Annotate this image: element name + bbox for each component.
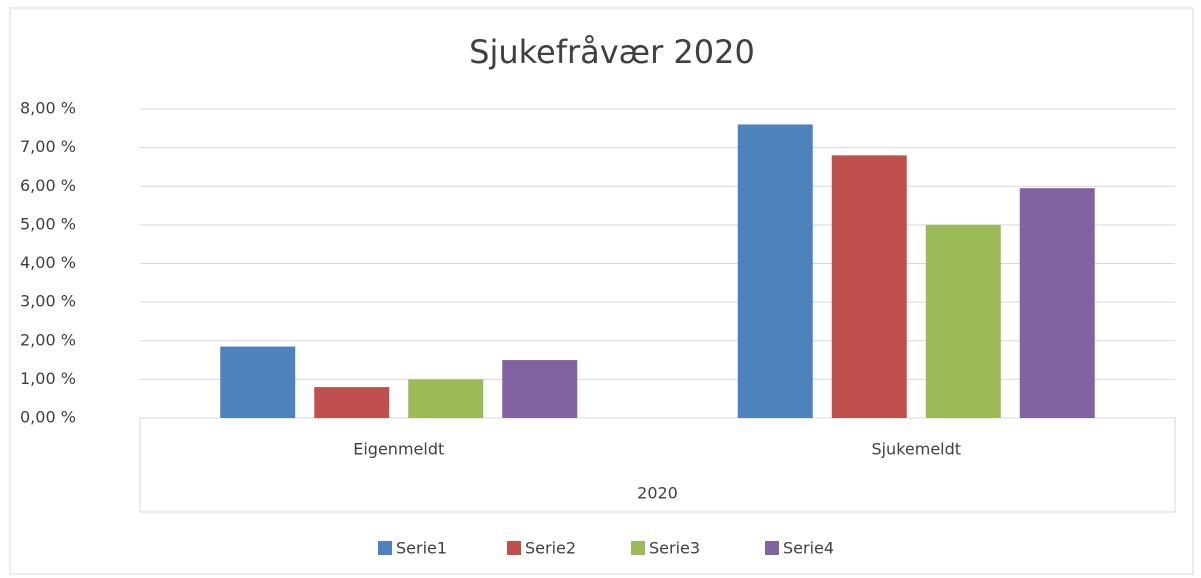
- legend-label: Serie3: [649, 539, 700, 558]
- legend-label: Serie1: [396, 539, 447, 558]
- legend-swatch: [631, 541, 645, 555]
- x-tick-label: Sjukemeldt: [871, 440, 961, 459]
- legend-label: Serie2: [525, 539, 576, 558]
- legend-swatch: [378, 541, 392, 555]
- bar: [502, 360, 578, 418]
- chart-frame: [9, 7, 1194, 575]
- bar: [314, 387, 390, 418]
- y-tick-label: 6,00 %: [20, 176, 76, 195]
- y-tick-label: 1,00 %: [20, 369, 76, 388]
- bar: [1019, 188, 1095, 418]
- legend-label: Serie4: [783, 539, 834, 558]
- y-tick-label: 2,00 %: [20, 330, 76, 349]
- bar: [925, 224, 1001, 418]
- bar: [220, 346, 296, 418]
- y-tick-label: 8,00 %: [20, 99, 76, 118]
- chart-title: Sjukefråvær 2020: [469, 33, 755, 71]
- bar: [737, 124, 813, 418]
- legend-swatch: [507, 541, 521, 555]
- y-tick-label: 5,00 %: [20, 214, 76, 233]
- legend-swatch: [765, 541, 779, 555]
- bar: [408, 379, 484, 418]
- y-tick-label: 0,00 %: [20, 408, 76, 427]
- y-tick-label: 3,00 %: [20, 292, 76, 311]
- group-label: 2020: [637, 484, 678, 503]
- y-tick-label: 4,00 %: [20, 253, 76, 272]
- x-tick-label: Eigenmeldt: [353, 440, 444, 459]
- y-tick-label: 7,00 %: [20, 137, 76, 156]
- bar: [831, 155, 907, 418]
